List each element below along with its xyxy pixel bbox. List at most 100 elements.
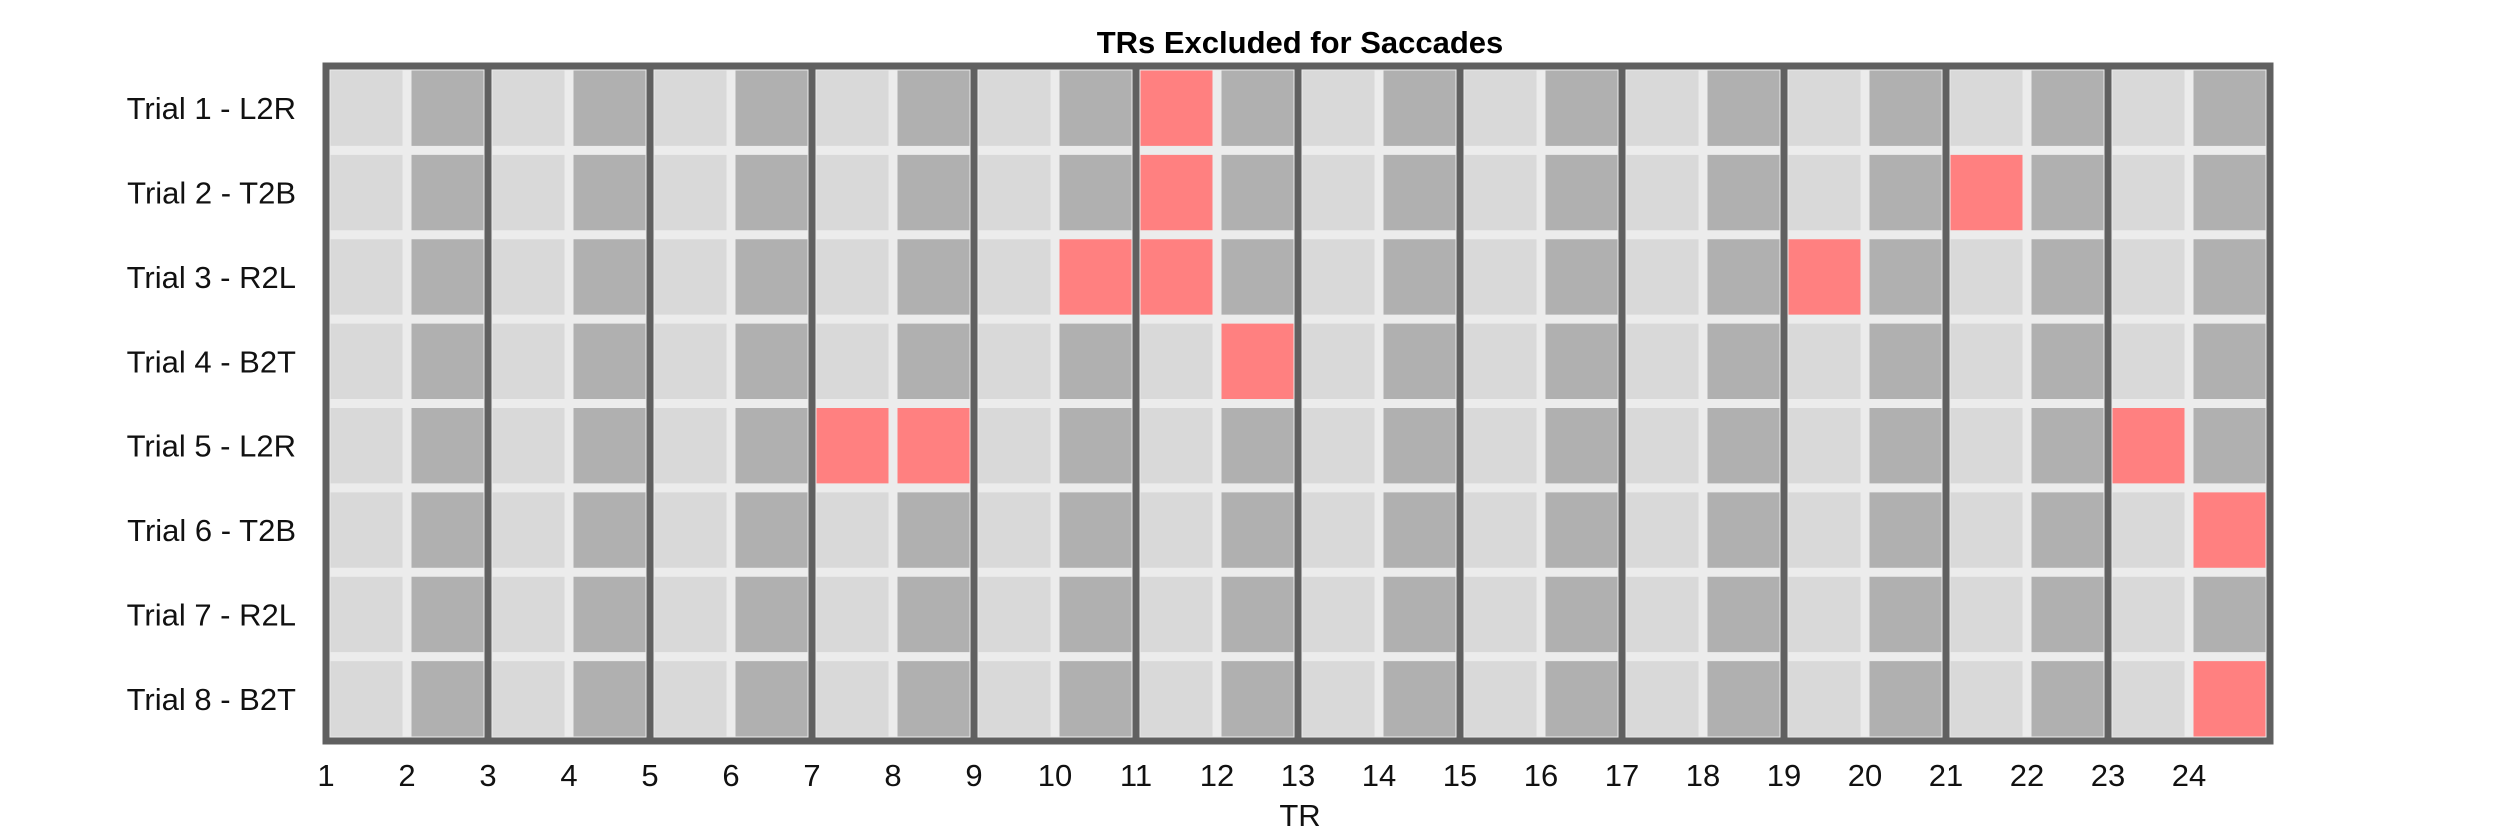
tr-cell bbox=[1302, 323, 1375, 400]
tr-cell bbox=[2031, 408, 2104, 484]
tr-cell bbox=[492, 70, 565, 146]
tr-cell bbox=[1059, 70, 1132, 146]
tr-cell bbox=[1221, 661, 1294, 737]
tr-cell bbox=[1545, 70, 1618, 146]
tr-cell bbox=[492, 492, 565, 568]
tr-cell bbox=[1626, 154, 1699, 231]
x-tick-label: 19 bbox=[1767, 758, 1801, 793]
x-tick-label: 3 bbox=[479, 758, 496, 793]
tr-cell bbox=[573, 576, 646, 653]
tr-cell bbox=[978, 154, 1051, 231]
tr-cell bbox=[654, 492, 727, 568]
tr-cell bbox=[573, 239, 646, 315]
tr-cell bbox=[816, 239, 889, 315]
tr-cell bbox=[1869, 661, 1942, 737]
tr-cell bbox=[1545, 492, 1618, 568]
tr-cell bbox=[492, 239, 565, 315]
tr-cell bbox=[2031, 239, 2104, 315]
y-tick-label: Trial 6 - T2B bbox=[127, 513, 296, 548]
tr-cell bbox=[1626, 576, 1699, 653]
x-tick-label: 21 bbox=[1929, 758, 1963, 793]
tr-cell bbox=[2193, 239, 2266, 315]
tr-cell bbox=[1059, 154, 1132, 231]
tr-cell bbox=[1302, 70, 1375, 146]
y-tick-label: Trial 1 - L2R bbox=[127, 91, 296, 126]
tr-cell bbox=[330, 70, 403, 146]
tr-cell bbox=[735, 576, 808, 653]
tr-cell bbox=[2031, 492, 2104, 568]
tr-cell bbox=[816, 661, 889, 737]
tr-cell bbox=[1707, 576, 1780, 653]
y-tick-label: Trial 5 - L2R bbox=[127, 429, 296, 464]
tr-cell bbox=[1383, 408, 1456, 484]
tr-cell bbox=[573, 323, 646, 400]
tr-cell bbox=[573, 408, 646, 484]
tr-cell bbox=[1221, 576, 1294, 653]
y-tick-label: Trial 3 - R2L bbox=[127, 260, 296, 295]
tr-cell bbox=[978, 492, 1051, 568]
tr-cell bbox=[1221, 408, 1294, 484]
tr-cell bbox=[1707, 323, 1780, 400]
tr-cell bbox=[2112, 239, 2185, 315]
excluded-tr-cell bbox=[1140, 239, 1213, 315]
tr-cell bbox=[1707, 492, 1780, 568]
tr-cell bbox=[1707, 154, 1780, 231]
excluded-tr-cell bbox=[1059, 239, 1132, 315]
tr-cell bbox=[1545, 576, 1618, 653]
excluded-tr-cell bbox=[1788, 239, 1861, 315]
tr-cell bbox=[1626, 323, 1699, 400]
tr-cell bbox=[1383, 154, 1456, 231]
tr-cell bbox=[897, 323, 970, 400]
x-tick-label: 20 bbox=[1848, 758, 1882, 793]
tr-cell bbox=[2031, 323, 2104, 400]
tr-cell bbox=[654, 70, 727, 146]
y-tick-label: Trial 4 - B2T bbox=[127, 344, 296, 379]
tr-cell bbox=[1950, 661, 2023, 737]
tr-cell bbox=[897, 492, 970, 568]
tr-cell bbox=[654, 661, 727, 737]
tr-cell bbox=[1788, 154, 1861, 231]
tr-cell bbox=[897, 70, 970, 146]
y-tick-labels: Trial 1 - L2R Trial 2 - T2B Trial 3 - R2L T… bbox=[127, 91, 296, 717]
tr-cell bbox=[2112, 576, 2185, 653]
tr-pair-dividers bbox=[484, 66, 2112, 741]
tr-cell bbox=[1221, 492, 1294, 568]
tr-cell bbox=[1545, 154, 1618, 231]
tr-cell bbox=[1869, 154, 1942, 231]
tr-cell bbox=[573, 661, 646, 737]
tr-cell bbox=[1302, 492, 1375, 568]
tr-cell bbox=[1545, 661, 1618, 737]
tr-cell bbox=[2193, 408, 2266, 484]
tr-cell bbox=[1464, 661, 1537, 737]
tr-cell bbox=[654, 323, 727, 400]
tr-cell bbox=[1383, 576, 1456, 653]
tr-cell bbox=[1950, 239, 2023, 315]
tr-cell bbox=[330, 408, 403, 484]
plot-frame bbox=[322, 62, 2274, 745]
tr-cell bbox=[2031, 70, 2104, 146]
tr-cell bbox=[411, 661, 484, 737]
tr-cell bbox=[1383, 661, 1456, 737]
tr-cell bbox=[978, 661, 1051, 737]
tr-cell bbox=[2031, 661, 2104, 737]
tr-cell bbox=[1383, 70, 1456, 146]
tr-cell bbox=[2031, 576, 2104, 653]
tr-cell bbox=[1707, 661, 1780, 737]
tr-cell bbox=[411, 154, 484, 231]
x-tick-label: 4 bbox=[560, 758, 577, 793]
tr-cell bbox=[1869, 323, 1942, 400]
tr-cell bbox=[1869, 70, 1942, 146]
tr-cell bbox=[816, 154, 889, 231]
tr-cell bbox=[978, 576, 1051, 653]
x-tick-label: 14 bbox=[1362, 758, 1396, 793]
tr-cell bbox=[2193, 70, 2266, 146]
tr-cell bbox=[1545, 239, 1618, 315]
tr-cell bbox=[1950, 323, 2023, 400]
tr-cell bbox=[735, 323, 808, 400]
x-tick-label: 12 bbox=[1200, 758, 1234, 793]
excluded-tr-cell bbox=[1221, 323, 1294, 400]
tr-cell bbox=[1464, 576, 1537, 653]
tr-cell bbox=[1869, 239, 1942, 315]
tr-cell bbox=[1302, 408, 1375, 484]
tr-cell bbox=[1788, 70, 1861, 146]
